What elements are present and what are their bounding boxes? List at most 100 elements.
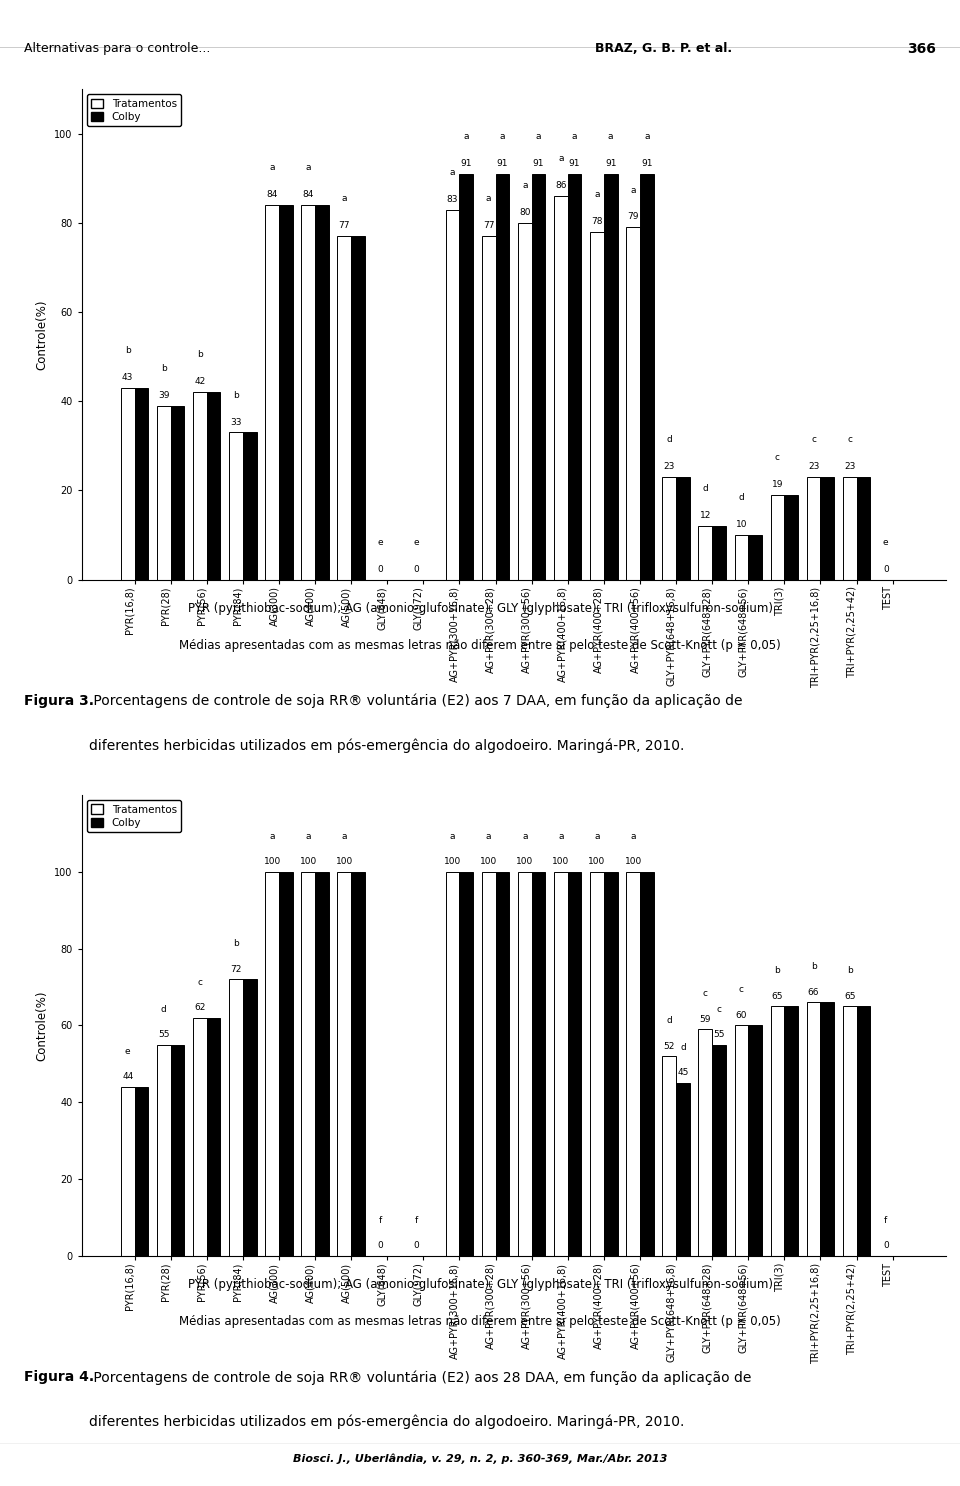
Text: 84: 84 xyxy=(302,190,314,199)
Bar xyxy=(229,432,243,580)
Text: 91: 91 xyxy=(461,159,472,168)
Text: 83: 83 xyxy=(446,195,458,204)
Bar xyxy=(229,979,243,1256)
Text: 45: 45 xyxy=(677,1068,688,1077)
Bar xyxy=(532,174,545,580)
Text: e: e xyxy=(377,538,383,547)
Text: d: d xyxy=(161,1005,167,1013)
Bar xyxy=(315,872,328,1256)
Bar xyxy=(279,872,293,1256)
Text: a: a xyxy=(594,832,600,841)
Bar xyxy=(699,526,712,580)
Text: b: b xyxy=(775,966,780,975)
Text: a: a xyxy=(342,195,348,204)
Bar xyxy=(265,872,279,1256)
Text: Figura 3.: Figura 3. xyxy=(24,694,94,707)
Bar xyxy=(604,872,617,1256)
Bar xyxy=(134,388,148,580)
Text: 42: 42 xyxy=(194,377,205,386)
Text: a: a xyxy=(450,832,455,841)
Text: 91: 91 xyxy=(641,159,653,168)
Bar xyxy=(699,1030,712,1256)
Text: Porcentagens de controle de soja RR® voluntária (E2) aos 28 DAA, em função da ap: Porcentagens de controle de soja RR® vol… xyxy=(89,1370,752,1385)
Bar xyxy=(518,872,532,1256)
Text: e: e xyxy=(883,538,889,547)
Bar xyxy=(821,477,834,580)
Text: 366: 366 xyxy=(907,42,936,56)
Text: 33: 33 xyxy=(230,418,242,426)
Text: a: a xyxy=(305,832,311,841)
Bar xyxy=(676,477,689,580)
Text: a: a xyxy=(522,181,528,190)
Text: f: f xyxy=(415,1216,419,1224)
Text: Alternativas para o controle...: Alternativas para o controle... xyxy=(24,42,210,55)
Y-axis label: Controle(%): Controle(%) xyxy=(36,299,49,370)
Text: b: b xyxy=(197,351,203,360)
Text: d: d xyxy=(738,493,744,502)
Text: diferentes herbicidas utilizados em pós-emergência do algodoeiro. Maringá-PR, 20: diferentes herbicidas utilizados em pós-… xyxy=(89,739,684,753)
Text: a: a xyxy=(608,132,613,141)
Text: a: a xyxy=(558,155,564,163)
Bar xyxy=(604,174,617,580)
Text: 100: 100 xyxy=(336,857,353,866)
Bar xyxy=(460,872,473,1256)
Bar xyxy=(712,526,726,580)
Text: diferentes herbicidas utilizados em pós-emergência do algodoeiro. Maringá-PR, 20: diferentes herbicidas utilizados em pós-… xyxy=(89,1415,684,1430)
Text: b: b xyxy=(233,391,239,400)
Text: Porcentagens de controle de soja RR® voluntária (E2) aos 7 DAA, em função da apl: Porcentagens de controle de soja RR® vol… xyxy=(89,694,743,709)
Text: 65: 65 xyxy=(772,991,783,1000)
Bar xyxy=(843,477,856,580)
Bar xyxy=(351,236,365,580)
Bar xyxy=(482,236,495,580)
Text: a: a xyxy=(572,132,577,141)
Text: d: d xyxy=(666,1016,672,1025)
Text: 0: 0 xyxy=(883,565,889,574)
Bar xyxy=(157,1045,171,1256)
Bar xyxy=(554,196,567,580)
Bar xyxy=(265,205,279,580)
Text: 0: 0 xyxy=(414,565,420,574)
Text: BRAZ, G. B. P. et al.: BRAZ, G. B. P. et al. xyxy=(595,42,732,55)
Text: a: a xyxy=(522,832,528,841)
Bar xyxy=(554,872,567,1256)
Bar xyxy=(445,872,460,1256)
Text: a: a xyxy=(486,195,492,204)
Text: 23: 23 xyxy=(844,462,855,471)
Text: Biosci. J., Uberlândia, v. 29, n. 2, p. 360-369, Mar./Abr. 2013: Biosci. J., Uberlândia, v. 29, n. 2, p. … xyxy=(293,1453,667,1464)
Legend: Tratamentos, Colby: Tratamentos, Colby xyxy=(86,801,181,832)
Text: 77: 77 xyxy=(483,221,494,230)
Text: a: a xyxy=(631,832,636,841)
Bar xyxy=(495,174,509,580)
Bar xyxy=(626,227,640,580)
Bar xyxy=(495,872,509,1256)
Text: 23: 23 xyxy=(808,462,819,471)
Bar xyxy=(279,205,293,580)
Text: 0: 0 xyxy=(883,1241,889,1250)
Text: 55: 55 xyxy=(158,1030,170,1039)
Bar xyxy=(338,872,351,1256)
Text: 10: 10 xyxy=(735,520,747,529)
Text: 0: 0 xyxy=(377,1241,383,1250)
Bar xyxy=(821,1002,834,1256)
Text: 65: 65 xyxy=(844,991,855,1000)
Text: a: a xyxy=(558,832,564,841)
Bar xyxy=(640,174,654,580)
Text: 52: 52 xyxy=(663,1042,675,1051)
Bar xyxy=(351,872,365,1256)
Text: a: a xyxy=(644,132,650,141)
Text: Médias apresentadas com as mesmas letras não diferem entre si pelo teste de Scot: Médias apresentadas com as mesmas letras… xyxy=(180,639,780,652)
Bar xyxy=(590,232,604,580)
Bar xyxy=(806,477,821,580)
Text: d: d xyxy=(666,435,672,444)
Text: e: e xyxy=(414,538,420,547)
Text: 80: 80 xyxy=(519,208,531,217)
Text: 100: 100 xyxy=(552,857,569,866)
Bar xyxy=(734,535,748,580)
Text: PYR (pyrithiobac-sodium); AG (amonio-glufosinate); GLY (glyphosate); TRI (triflo: PYR (pyrithiobac-sodium); AG (amonio-glu… xyxy=(187,1278,773,1291)
Bar xyxy=(662,477,676,580)
Text: 44: 44 xyxy=(122,1073,133,1082)
Text: 86: 86 xyxy=(555,181,566,190)
Text: 72: 72 xyxy=(230,964,242,973)
Text: b: b xyxy=(233,939,239,948)
Text: 91: 91 xyxy=(569,159,581,168)
